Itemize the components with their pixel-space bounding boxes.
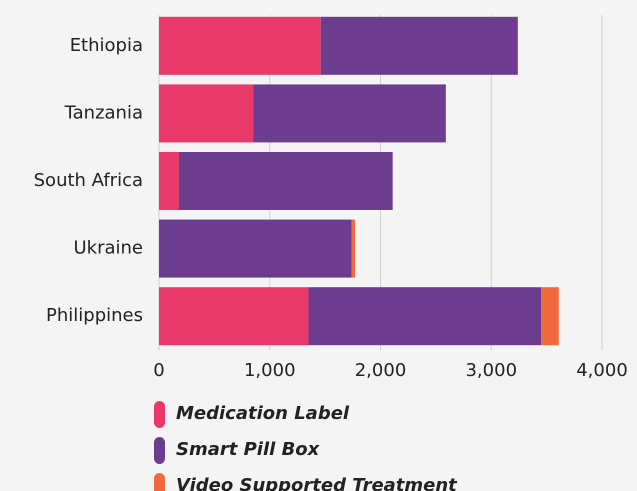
- legend-swatch: [154, 401, 165, 428]
- bar-segment: [159, 287, 309, 346]
- legend-swatch: [154, 437, 165, 464]
- legend-swatch: [154, 473, 165, 491]
- bar-segment: [351, 219, 356, 278]
- y-tick-label: Philippines: [46, 305, 143, 326]
- bar-segment: [159, 219, 352, 278]
- y-tick-label: Ethiopia: [70, 35, 143, 56]
- x-tick-label: 2,000: [355, 360, 407, 381]
- y-tick-label: Ukraine: [73, 238, 143, 259]
- bar-segment: [178, 152, 393, 210]
- bar-segment: [253, 84, 446, 143]
- y-tick-label: South Africa: [34, 170, 143, 191]
- bar-segment: [541, 287, 559, 346]
- bar-segment: [159, 152, 179, 210]
- x-tick-label: 4,000: [576, 360, 628, 381]
- bar-segment: [308, 287, 542, 346]
- x-tick-label: 0: [153, 360, 164, 381]
- bar-segment: [159, 84, 254, 143]
- legend-label: Smart Pill Box: [176, 439, 321, 460]
- legend-label: Medication Label: [176, 403, 350, 424]
- bar-segment: [159, 16, 321, 75]
- x-tick-label: 1,000: [244, 360, 296, 381]
- x-tick-label: 3,000: [465, 360, 517, 381]
- y-tick-label: Tanzania: [64, 102, 143, 123]
- legend-label: Video Supported Treatment: [176, 475, 458, 491]
- bar-segment: [320, 16, 518, 75]
